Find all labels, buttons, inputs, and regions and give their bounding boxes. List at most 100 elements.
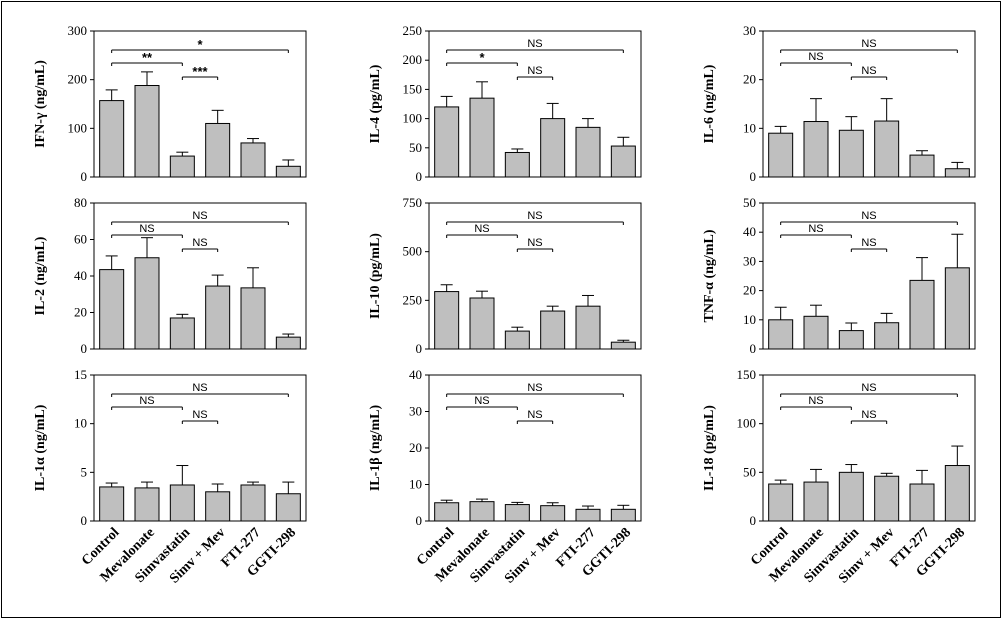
bar-6 xyxy=(610,341,636,350)
significance-label: NS xyxy=(527,237,542,249)
significance-label: NS xyxy=(861,210,876,222)
y-tick-label: 0 xyxy=(750,513,757,528)
significance-label: NS xyxy=(139,223,154,235)
y-tick-label: 30 xyxy=(409,404,422,419)
significance-label: NS xyxy=(527,210,542,222)
bar-1 xyxy=(99,269,125,350)
bar-3 xyxy=(838,471,864,522)
bar-2 xyxy=(469,297,495,350)
y-tick-label: 150 xyxy=(737,367,757,382)
significance-label: NS xyxy=(861,409,876,421)
y-tick-label: 60 xyxy=(74,232,87,247)
y-tick-label: 15 xyxy=(74,367,87,382)
y-axis-label: IFN-γ (ng/mL) xyxy=(33,60,48,148)
y-tick-label: 20 xyxy=(743,72,756,87)
y-tick-label: 300 xyxy=(68,23,88,38)
significance-label: NS xyxy=(527,409,542,421)
bar-2 xyxy=(803,315,829,350)
bar-4 xyxy=(205,491,231,522)
y-tick-label: 50 xyxy=(743,195,756,210)
bar-5 xyxy=(575,126,601,178)
bar-3 xyxy=(838,129,864,178)
bar-3 xyxy=(169,317,195,350)
bar-5 xyxy=(909,279,935,350)
y-axis-label: IL-4 (pg/mL) xyxy=(368,64,383,143)
significance-label: NS xyxy=(474,223,489,235)
bar-2 xyxy=(134,487,160,522)
y-tick-label: 100 xyxy=(403,111,423,126)
panel-5: 0 250 500 750 IL-10 (pg/mL) NS NS NS xyxy=(368,195,642,356)
y-tick-label: 20 xyxy=(743,283,756,298)
y-tick-label: 100 xyxy=(68,120,88,135)
significance-label: * xyxy=(197,37,203,52)
y-tick-label: 0 xyxy=(416,341,423,356)
significance-label: * xyxy=(479,50,485,65)
plot-area xyxy=(762,30,976,178)
y-axis-label: IL-1α (ng/mL) xyxy=(33,404,48,491)
significance-label: NS xyxy=(861,382,876,394)
bar-3 xyxy=(169,155,195,178)
significance-label: NS xyxy=(808,223,823,235)
y-tick-label: 20 xyxy=(74,305,87,320)
significance-label: NS xyxy=(192,382,207,394)
bar-4 xyxy=(874,120,900,178)
y-tick-label: 200 xyxy=(68,72,88,87)
bar-3 xyxy=(504,330,530,350)
bar-5 xyxy=(240,142,266,178)
y-tick-label: 0 xyxy=(416,169,423,184)
bar-2 xyxy=(803,121,829,178)
bar-6 xyxy=(944,465,970,522)
bar-1 xyxy=(99,100,125,178)
bar-6 xyxy=(275,493,301,522)
bar-6 xyxy=(610,508,636,522)
bar-6 xyxy=(944,267,970,350)
bar-2 xyxy=(469,97,495,178)
y-tick-label: 10 xyxy=(74,416,87,431)
y-tick-label: 250 xyxy=(403,23,423,38)
y-tick-label: 40 xyxy=(409,367,422,382)
bar-1 xyxy=(99,486,125,522)
panel-3: 0 10 20 30 IL-6 (ng/mL) NS NS NS xyxy=(702,23,976,184)
y-tick-label: 0 xyxy=(416,513,423,528)
bar-4 xyxy=(540,310,566,350)
panel-6: 0 10 20 30 40 50 TNF-α (ng/mL) NS NS NS xyxy=(702,195,976,356)
plot-area xyxy=(762,374,976,522)
y-tick-label: 30 xyxy=(743,253,756,268)
y-tick-label: 50 xyxy=(743,464,756,479)
significance-label: NS xyxy=(527,382,542,394)
bar-1 xyxy=(768,483,794,522)
plot-area xyxy=(428,374,642,522)
bar-4 xyxy=(874,322,900,350)
significance-label: *** xyxy=(192,64,208,79)
y-tick-label: 250 xyxy=(403,292,423,307)
bar-1 xyxy=(768,132,794,178)
y-tick-label: 100 xyxy=(737,416,757,431)
bar-5 xyxy=(575,305,601,350)
bar-4 xyxy=(205,285,231,350)
significance-label: NS xyxy=(527,38,542,50)
y-tick-label: 80 xyxy=(74,195,87,210)
significance-label: NS xyxy=(861,38,876,50)
bar-6 xyxy=(275,336,301,350)
bar-3 xyxy=(504,504,530,522)
bar-3 xyxy=(504,151,530,178)
plot-area xyxy=(762,202,976,350)
significance-label: NS xyxy=(474,395,489,407)
y-tick-label: 750 xyxy=(403,195,423,210)
y-axis-label: IL-10 (pg/mL) xyxy=(368,233,383,319)
bar-5 xyxy=(909,154,935,178)
y-tick-label: 0 xyxy=(81,513,88,528)
y-tick-label: 500 xyxy=(403,244,423,259)
y-axis-label: IL-1β (ng/mL) xyxy=(368,405,383,492)
plot-area xyxy=(93,202,307,350)
plot-area xyxy=(428,30,642,178)
significance-label: NS xyxy=(192,210,207,222)
bar-2 xyxy=(803,481,829,522)
significance-label: NS xyxy=(808,51,823,63)
bar-6 xyxy=(275,165,301,178)
y-tick-label: 50 xyxy=(409,140,422,155)
